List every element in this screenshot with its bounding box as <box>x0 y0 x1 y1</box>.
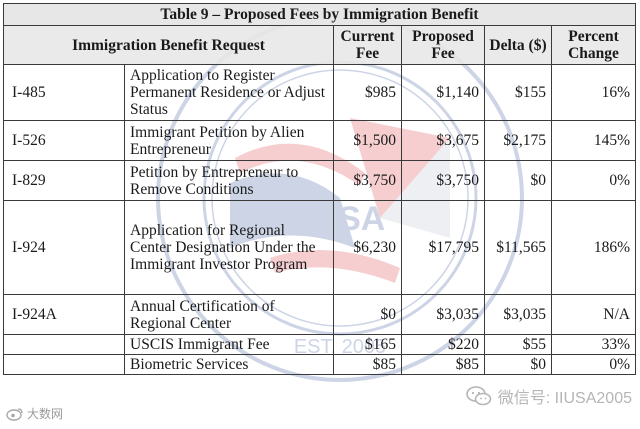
delta-value: $3,035 <box>484 294 552 335</box>
form-code <box>3 334 125 355</box>
current-fee: $165 <box>333 334 402 355</box>
current-fee: $985 <box>333 64 402 121</box>
benefit-description: USCIS Immigrant Fee <box>124 334 334 355</box>
benefit-description: Biometric Services <box>124 354 334 375</box>
delta-value: $55 <box>484 334 552 355</box>
proposed-fee: $220 <box>401 334 485 355</box>
form-code: I-526 <box>3 120 125 161</box>
proposed-fee: $3,035 <box>401 294 485 335</box>
current-fee: $0 <box>333 294 402 335</box>
form-code: I-829 <box>3 160 125 201</box>
benefit-description: Immigrant Petition by Alien Entrepreneur <box>124 120 334 161</box>
source-label: 大数网 <box>27 407 64 421</box>
proposed-fee: $17,795 <box>401 200 485 295</box>
percent-change: 186% <box>551 200 636 295</box>
table-row: I-526 Immigrant Petition by Alien Entrep… <box>3 120 636 161</box>
header-proposed-fee: Proposed Fee <box>401 25 485 65</box>
delta-value: $155 <box>484 64 552 121</box>
header-delta: Delta ($) <box>484 25 552 65</box>
percent-change: N/A <box>551 294 636 335</box>
proposed-fee: $3,750 <box>401 160 485 201</box>
header-request: Immigration Benefit Request <box>3 25 334 65</box>
percent-change: 0% <box>551 160 636 201</box>
current-fee: $85 <box>333 354 402 375</box>
percent-change: 16% <box>551 64 636 121</box>
wechat-watermark: 微信号: IIUSA2005 <box>465 384 632 408</box>
percent-change: 33% <box>551 334 636 355</box>
wechat-icon <box>465 386 492 406</box>
table-row: Biometric Services $85 $85 $0 0% <box>3 354 636 375</box>
delta-value: $0 <box>484 354 552 375</box>
percent-change: 145% <box>551 120 636 161</box>
table-row: I-485 Application to Register Permanent … <box>3 64 636 121</box>
form-code: I-924A <box>3 294 125 335</box>
proposed-fee: $85 <box>401 354 485 375</box>
table-title: Table 9 – Proposed Fees by Immigration B… <box>3 3 636 26</box>
delta-value: $11,565 <box>484 200 552 295</box>
source-watermark: 大数网 <box>6 405 63 422</box>
header-percent-change: Percent Change <box>551 25 636 65</box>
proposed-fee: $3,675 <box>401 120 485 161</box>
current-fee: $6,230 <box>333 200 402 295</box>
benefit-description: Application to Register Permanent Reside… <box>124 64 334 121</box>
table-row: I-924 Application for Regional Center De… <box>3 200 636 295</box>
form-code <box>3 354 125 375</box>
delta-value: $0 <box>484 160 552 201</box>
percent-change: 0% <box>551 354 636 375</box>
form-code: I-924 <box>3 200 125 295</box>
table-row: I-829 Petition by Entrepreneur to Remove… <box>3 160 636 201</box>
current-fee: $1,500 <box>333 120 402 161</box>
form-code: I-485 <box>3 64 125 121</box>
delta-value: $2,175 <box>484 120 552 161</box>
header-current-fee: Current Fee <box>333 25 402 65</box>
wechat-id-label: 微信号: IIUSA2005 <box>497 390 632 407</box>
current-fee: $3,750 <box>333 160 402 201</box>
benefit-description: Application for Regional Center Designat… <box>124 200 334 295</box>
table-row: USCIS Immigrant Fee $165 $220 $55 33% <box>3 334 636 355</box>
fees-table: Table 9 – Proposed Fees by Immigration B… <box>3 3 636 375</box>
benefit-description: Annual Certification of Regional Center <box>124 294 334 335</box>
table-row: I-924A Annual Certification of Regional … <box>3 294 636 335</box>
proposed-fee: $1,140 <box>401 64 485 121</box>
benefit-description: Petition by Entrepreneur to Remove Condi… <box>124 160 334 201</box>
weibo-icon <box>6 407 23 421</box>
